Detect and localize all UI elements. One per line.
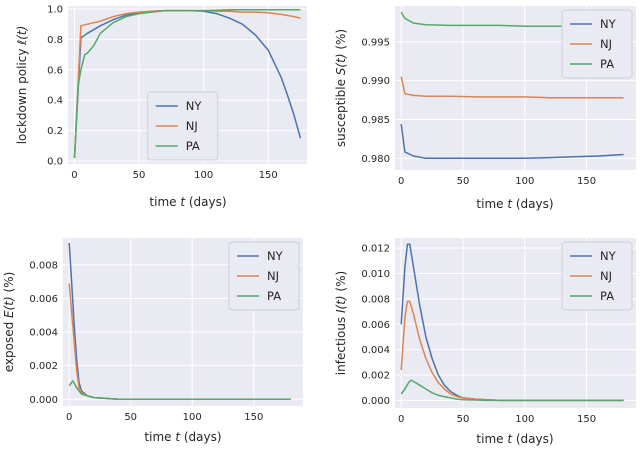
panel-susceptible: 0 50 100 150 0.980 0.985 0.990 0.995 NY NJ PA susc…: [334, 6, 636, 211]
x-tick-label: 150: [577, 176, 596, 187]
legend-label: NY: [267, 249, 284, 263]
y-tick-label: 0.006: [29, 294, 58, 305]
x-tick-label: 0: [71, 170, 77, 181]
series-line-pa: [73, 9, 301, 158]
legend-label: NY: [600, 17, 617, 31]
x-tick-label: 0: [66, 412, 72, 423]
y-tick-label: 0.004: [29, 328, 58, 339]
y-tick-label: 0.004: [361, 345, 390, 356]
y-tick-label: 0.008: [361, 294, 390, 305]
ylabel-susceptible: susceptible S(t) (%): [334, 29, 348, 147]
panel-infectious: 0 50 100 150 0.000 0.002 0.004 0.006 0.008 0.010 0…: [334, 238, 636, 446]
ylabel-infectious: infectious I(t) (%): [334, 271, 348, 375]
legend-box: [561, 9, 633, 79]
legend-label: PA: [267, 289, 281, 303]
y-tick-label: 0.0: [47, 156, 63, 167]
y-tick-label: 0.995: [361, 37, 390, 48]
y-tick-label: 0.002: [361, 371, 390, 382]
y-tick-label: 0.012: [361, 244, 390, 255]
series-line-pa: [400, 379, 624, 402]
y-tick-label: 0.010: [361, 269, 390, 280]
legend: NY NJ PA: [561, 241, 633, 311]
legend-label: PA: [186, 139, 200, 153]
legend-label: NJ: [267, 269, 279, 283]
y-tick-label: 0.2: [47, 126, 63, 137]
legend: NY NJ PA: [561, 9, 633, 79]
x-tick-label: 50: [457, 414, 470, 425]
series-line-nj: [400, 76, 624, 99]
y-tick-label: 0.6: [47, 65, 63, 76]
ylabel-lockdown: lockdown policy ℓ(t): [15, 26, 29, 145]
y-tick-label: 1.0: [47, 5, 63, 16]
x-tick-label: 100: [194, 170, 213, 181]
y-tick-label: 0.990: [361, 76, 390, 87]
panel-lockdown: 0 50 100 150 0.0 0.2 0.4 0.6 0.8 1.0 NY NJ PA lockdo…: [15, 5, 307, 209]
xlabel-infectious: time t (days): [476, 432, 553, 446]
legend: NY NJ PA: [147, 91, 219, 161]
legend-label: NJ: [600, 37, 612, 51]
x-tick-label: 150: [577, 414, 596, 425]
legend-label: NJ: [186, 119, 198, 133]
x-tick-label: 50: [457, 176, 470, 187]
legend-label: NY: [600, 249, 617, 263]
legend-label: PA: [600, 57, 614, 71]
legend-box: [228, 241, 300, 311]
y-tick-label: 0.002: [29, 361, 58, 372]
xlabel-exposed: time t (days): [144, 430, 221, 444]
legend-label: NY: [186, 99, 203, 113]
xlabel-susceptible: time t (days): [476, 197, 553, 211]
y-tick-label: 0.980: [361, 154, 390, 165]
legend-box: [147, 91, 219, 161]
x-tick-label: 0: [398, 176, 404, 187]
y-tick-label: 0.000: [361, 396, 390, 407]
x-tick-label: 150: [244, 412, 263, 423]
y-tick-label: 0.8: [47, 35, 63, 46]
x-tick-label: 50: [124, 412, 137, 423]
xlabel-lockdown: time t (days): [149, 195, 226, 209]
legend-box: [561, 241, 633, 311]
x-tick-label: 100: [515, 414, 534, 425]
y-tick-label: 0.006: [361, 320, 390, 331]
x-tick-label: 150: [259, 170, 278, 181]
ylabel-exposed: exposed E(t) (%): [2, 272, 16, 373]
y-tick-label: 0.985: [361, 115, 390, 126]
legend: NY NJ PA: [228, 241, 300, 311]
y-tick-label: 0.4: [47, 96, 63, 107]
y-tick-label: 0.000: [29, 395, 58, 406]
y-tick-label: 0.008: [29, 260, 58, 271]
legend-label: NJ: [600, 269, 612, 283]
x-tick-label: 100: [515, 176, 534, 187]
x-tick-label: 0: [398, 414, 404, 425]
legend-label: PA: [600, 289, 614, 303]
series-line-ny: [400, 124, 624, 160]
x-tick-label: 100: [183, 412, 202, 423]
series-line-pa: [68, 380, 291, 401]
x-tick-label: 50: [133, 170, 146, 181]
panel-exposed: 0 50 100 150 0.000 0.002 0.004 0.006 0.008 NY NJ PA…: [2, 238, 303, 444]
